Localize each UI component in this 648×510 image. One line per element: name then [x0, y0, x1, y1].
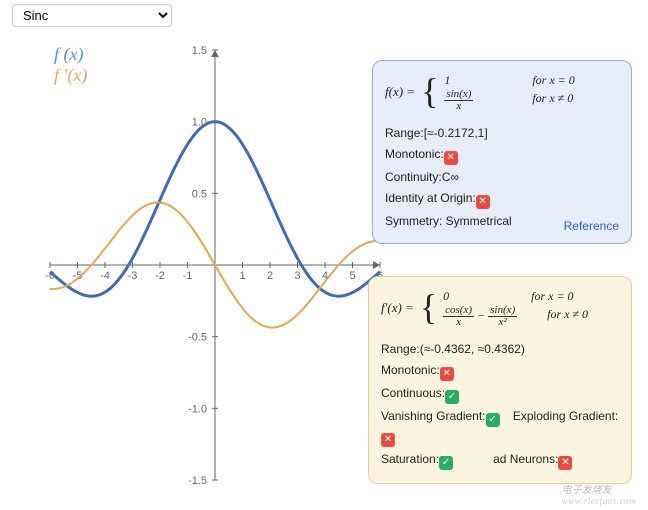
- svg-text:2: 2: [267, 270, 273, 282]
- fpx-monotonic-label: Monotonic:: [381, 363, 440, 377]
- minus: −: [477, 308, 488, 322]
- svg-text:1.0: 1.0: [192, 117, 207, 129]
- fpx-frac-a: cos(x) x: [443, 305, 474, 328]
- fpx-info-box: f'(x) = { 0 for x = 0 cos(x) x − sin(x) …: [368, 276, 632, 484]
- fpx-range: Range:(≈-0.4362, ≈0.4362): [381, 340, 619, 358]
- svg-text:5: 5: [349, 270, 355, 282]
- svg-text:-1.0: -1.0: [188, 403, 207, 415]
- svg-text:-1.5: -1.5: [188, 475, 207, 487]
- fpx-exploding-label: Exploding Gradient:: [513, 409, 618, 423]
- fx-case2-cond: for x ≠ 0: [532, 89, 573, 112]
- svg-text:-0.5: -0.5: [188, 332, 207, 344]
- svg-text:-3: -3: [128, 270, 138, 282]
- x-icon: ✕: [558, 456, 572, 470]
- watermark-line2: www.elecfans.com: [562, 496, 636, 506]
- fpx-case2a-den: x: [443, 317, 474, 328]
- check-icon: ✓: [439, 456, 453, 470]
- fpx-case1-cond: for x = 0: [531, 287, 573, 305]
- svg-text:0.5: 0.5: [192, 188, 207, 200]
- fpx-continuous-label: Continuous:: [381, 386, 445, 400]
- svg-text:3: 3: [294, 270, 300, 282]
- function-select-wrapper: Sinc: [12, 4, 172, 27]
- svg-text:1: 1: [239, 270, 245, 282]
- x-icon: ✕: [440, 367, 454, 381]
- fpx-formula: f'(x) = { 0 for x = 0 cos(x) x − sin(x) …: [381, 287, 619, 328]
- fx-range: Range:[≈-0.2172,1]: [385, 124, 619, 142]
- fpx-vanishing-label: Vanishing Gradient:: [381, 409, 486, 423]
- fpx-saturation-label: Saturation:: [381, 452, 439, 466]
- chart-svg: -6-5-4-3-2-1123456-1.5-1.0-0.50.51.01.5: [0, 30, 400, 500]
- fpx-frac-b: sin(x) x²: [488, 305, 517, 328]
- fx-info-box: f(x) = { 1 for x = 0 sin(x) x for x ≠ 0 …: [372, 60, 632, 244]
- fpx-case2b-den: x²: [488, 317, 517, 328]
- svg-text:-1: -1: [183, 270, 193, 282]
- x-icon: ✕: [381, 433, 395, 447]
- watermark: 电子发烧友 www.elecfans.com: [562, 481, 636, 506]
- fpx-sat-dead: Saturation:✓ ad Neurons:✕: [381, 450, 619, 470]
- fx-continuity: Continuity:C∞: [385, 168, 619, 186]
- fpx-cases: 0 for x = 0 cos(x) x − sin(x) x² for x ≠…: [443, 287, 588, 328]
- fpx-monotonic: Monotonic:✕: [381, 361, 619, 381]
- check-icon: ✓: [486, 413, 500, 427]
- fpx-continuous: Continuous:✓: [381, 384, 619, 404]
- fx-case1-cond: for x = 0: [532, 71, 574, 89]
- x-icon: ✕: [476, 195, 490, 209]
- svg-text:-4: -4: [100, 270, 110, 282]
- fx-monotonic-label: Monotonic:: [385, 147, 444, 161]
- fpx-gradients: Vanishing Gradient:✓ Exploding Gradient:…: [381, 407, 619, 447]
- brace-icon: {: [420, 293, 437, 322]
- fx-identity-label: Identity at Origin:: [385, 191, 476, 205]
- fx-lhs: f(x) =: [385, 82, 415, 102]
- fx-case2-frac: sin(x) x: [444, 89, 473, 112]
- fx-case2-den: x: [444, 101, 473, 112]
- fx-monotonic: Monotonic:✕: [385, 145, 619, 165]
- svg-text:1.5: 1.5: [192, 45, 207, 57]
- watermark-line1: 电子发烧友: [562, 485, 612, 496]
- reference-link[interactable]: Reference: [564, 217, 619, 235]
- check-icon: ✓: [445, 390, 459, 404]
- function-select[interactable]: Sinc: [12, 4, 172, 27]
- fpx-case1-val: 0: [443, 287, 517, 305]
- fx-formula: f(x) = { 1 for x = 0 sin(x) x for x ≠ 0: [385, 71, 619, 112]
- fx-cases: 1 for x = 0 sin(x) x for x ≠ 0: [444, 71, 574, 112]
- fx-identity: Identity at Origin:✕: [385, 189, 619, 209]
- fpx-lhs: f'(x) =: [381, 298, 414, 318]
- fpx-case2-cond: for x ≠ 0: [547, 305, 588, 328]
- svg-text:-2: -2: [155, 270, 165, 282]
- x-icon: ✕: [444, 151, 458, 165]
- brace-icon: {: [421, 77, 438, 106]
- fx-case1-val: 1: [444, 71, 518, 89]
- fpx-deadneurons-label: ad Neurons:: [493, 452, 558, 466]
